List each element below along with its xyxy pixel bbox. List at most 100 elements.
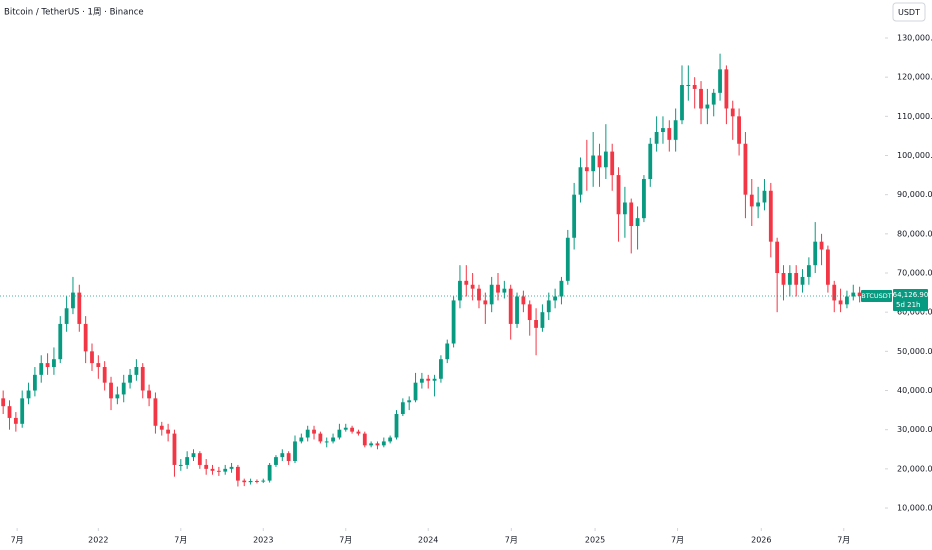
candle-body <box>584 167 589 172</box>
price-tag <box>893 289 928 312</box>
candle-body <box>718 69 722 93</box>
candle-body <box>236 466 240 481</box>
y-tick-label: 40,000.00 <box>897 386 932 395</box>
candle-body <box>102 367 107 383</box>
y-tick-label: 10,000.00 <box>897 504 932 513</box>
candle-body <box>26 390 31 399</box>
candle-body <box>71 292 75 309</box>
candle-body <box>477 288 481 301</box>
candle-body <box>781 273 786 285</box>
candle-body <box>603 151 608 168</box>
candle-body <box>400 402 405 415</box>
candle-body <box>159 425 164 430</box>
candle-body <box>686 84 691 86</box>
candle-body <box>185 457 190 465</box>
candle-body <box>756 202 761 207</box>
candle-body <box>445 343 450 360</box>
candle-body <box>819 241 824 250</box>
candle-body <box>255 480 259 482</box>
candle-body <box>451 300 456 344</box>
x-tick-label: 2026 <box>751 536 771 545</box>
candle-body <box>622 202 627 215</box>
candle-body <box>210 468 215 471</box>
countdown-label: 5d 21h <box>896 301 920 309</box>
candle-body <box>13 417 18 424</box>
y-tick-label: 80,000.00 <box>897 229 932 238</box>
candle-body <box>426 378 431 381</box>
x-tick-label: 2023 <box>253 536 273 545</box>
candle-body <box>711 92 716 105</box>
candle-body <box>813 241 818 266</box>
candle-body <box>794 273 799 285</box>
candle-body <box>845 296 849 305</box>
candle-body <box>7 406 12 418</box>
candle-body <box>439 359 443 379</box>
candle-body <box>39 363 44 375</box>
candle-body <box>77 292 82 324</box>
candle-body <box>743 143 748 195</box>
x-tick-label: 2025 <box>585 536 605 545</box>
candle-body <box>413 382 418 401</box>
x-tick-label: 7月 <box>11 536 24 545</box>
y-tick-label: 60,000.00 <box>897 308 932 317</box>
candle-body <box>280 453 285 458</box>
candle-body <box>591 155 596 172</box>
candle-body <box>775 241 780 274</box>
candle-body <box>229 466 234 469</box>
candle-body <box>223 468 228 472</box>
price-label: 64,126.90 <box>893 291 929 299</box>
candle-body <box>661 128 665 132</box>
candle-body <box>654 132 659 144</box>
candle-body <box>407 400 412 403</box>
x-tick-label: 7月 <box>671 536 684 545</box>
candle-body <box>667 128 672 140</box>
candle-body <box>242 480 247 483</box>
candle-body <box>597 155 602 168</box>
candle-body <box>705 104 710 109</box>
candle-body <box>559 280 564 297</box>
candle-body <box>293 441 297 462</box>
candle-body <box>216 470 221 472</box>
candle-body <box>800 276 805 285</box>
candle-body <box>768 190 773 242</box>
symbol-tag <box>861 290 892 303</box>
candle-body <box>350 427 354 432</box>
candle-body <box>299 437 304 442</box>
candle-body <box>432 378 437 381</box>
candle-body <box>172 433 177 465</box>
candle-body <box>83 323 88 352</box>
candle-body <box>121 382 126 395</box>
candle-body <box>58 323 63 360</box>
candle-body <box>20 398 25 424</box>
candle-body <box>369 443 374 446</box>
candle-body <box>629 202 634 227</box>
candle-body <box>642 179 646 219</box>
candle-body <box>32 374 37 391</box>
candle-body <box>153 398 158 426</box>
candle-body <box>540 312 545 328</box>
y-tick-label: 120,000.00 <box>897 73 932 82</box>
plot-area: 10,000.00 20,000.00 30,000.00 40,000.00 50,0… <box>0 33 932 545</box>
currency-label[interactable]: USDT <box>898 8 920 17</box>
candle-body <box>362 433 367 446</box>
candle-body <box>147 390 151 399</box>
candle-body <box>109 382 113 399</box>
candle-body <box>826 249 830 285</box>
candle-body <box>381 441 386 446</box>
candle-body <box>565 237 570 281</box>
y-tick-label: 30,000.00 <box>897 425 932 434</box>
candle-body <box>680 84 684 121</box>
candle-body <box>515 296 519 324</box>
candle-body <box>1 398 6 407</box>
candle-body <box>692 84 697 89</box>
candle-body <box>610 151 615 176</box>
candle-body <box>52 359 56 368</box>
candle-body <box>267 464 272 481</box>
x-tick-label: 7月 <box>339 536 352 545</box>
candle-body <box>521 296 526 305</box>
candle-body <box>204 464 209 469</box>
candle-body <box>737 116 741 144</box>
candle-body <box>197 453 202 465</box>
y-tick-label: 20,000.00 <box>897 464 932 473</box>
currency-button[interactable] <box>892 2 926 22</box>
